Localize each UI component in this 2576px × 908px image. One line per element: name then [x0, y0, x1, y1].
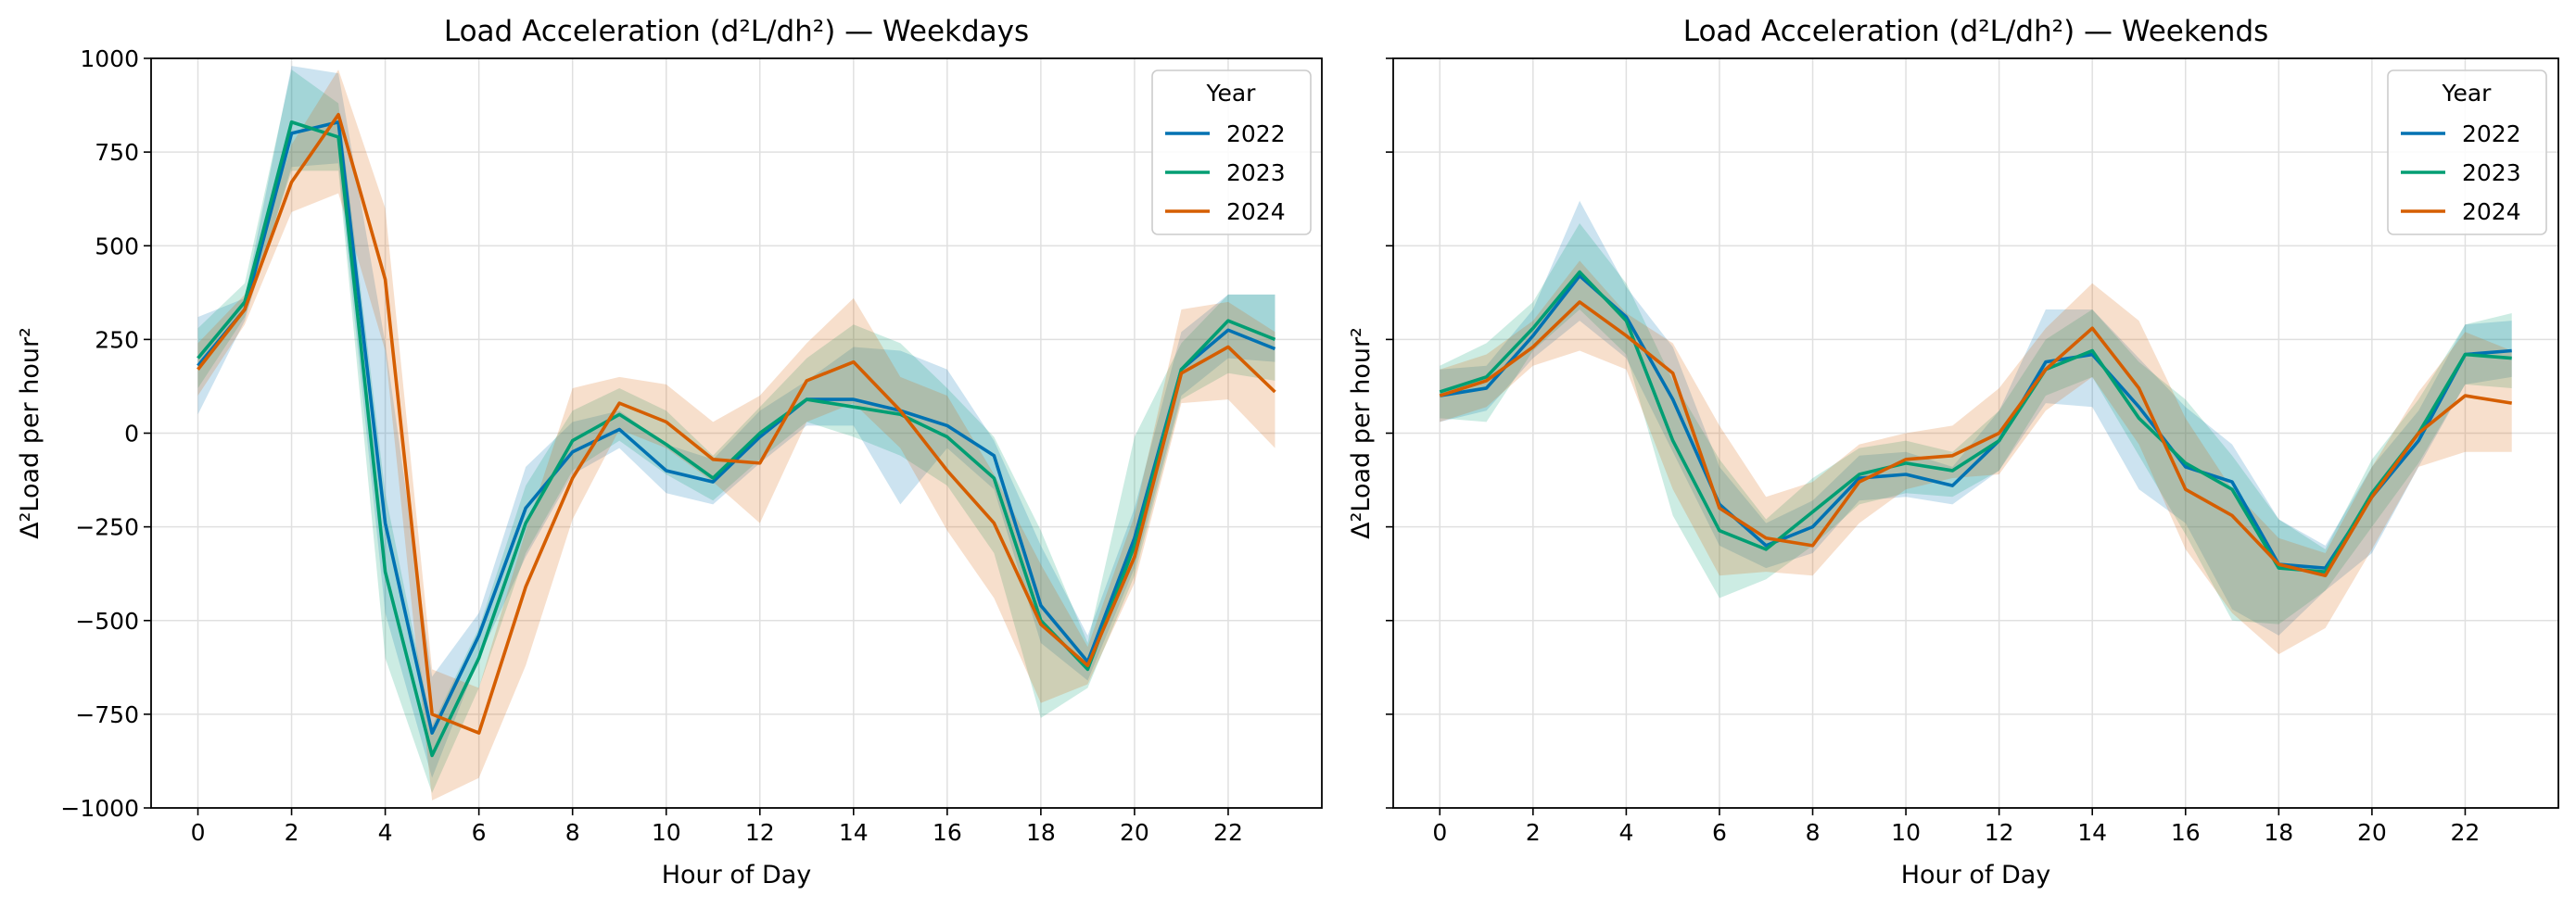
x-tick-label: 14: [839, 819, 869, 846]
y-tick-label: 750: [95, 139, 139, 166]
x-tick-label: 20: [1120, 819, 1149, 846]
series-line-2024: [197, 112, 1276, 735]
legend-label-2024: 2024: [2462, 198, 2521, 225]
series-line-2023: [1439, 270, 2512, 574]
band-2022: [197, 66, 1275, 778]
legend-label-2023: 2023: [1226, 159, 1286, 186]
series-line-2024: [1439, 300, 2513, 578]
legend-label-2024: 2024: [1226, 198, 1286, 225]
x-tick-label: 0: [1432, 819, 1447, 846]
y-tick-label: −250: [75, 514, 139, 541]
x-tick-label: 14: [2077, 819, 2107, 846]
x-tick-label: 4: [378, 819, 393, 846]
y-tick-label: −1000: [60, 795, 139, 822]
y-tick-label: 1000: [80, 45, 139, 72]
legend-box: [1151, 69, 1312, 235]
x-tick-label: 20: [2357, 819, 2387, 846]
legend-label-2022: 2022: [1226, 120, 1286, 147]
legend: Year 2022 2023 2024: [2387, 69, 2547, 235]
series-line-2022: [197, 120, 1276, 735]
x-tick-label: 0: [191, 819, 206, 846]
legend-label-2022: 2022: [2462, 120, 2521, 147]
band-2023: [1440, 222, 2512, 624]
panel-title: Load Acceleration (d²L/dh²) — Weekdays: [444, 15, 1029, 48]
x-tick-label: 8: [1806, 819, 1821, 846]
x-tick-label: 12: [745, 819, 775, 846]
x-tick-label: 10: [1891, 819, 1921, 846]
y-tick-label: 0: [124, 421, 139, 448]
y-tick-label: 500: [95, 233, 139, 259]
x-tick-label: 16: [933, 819, 962, 846]
panel-title: Load Acceleration (d²L/dh²) — Weekends: [1683, 15, 2269, 48]
x-tick-label: 2: [1526, 819, 1541, 846]
plot-area-frame: [1392, 57, 2559, 809]
x-tick-label: 18: [1026, 819, 1056, 846]
band-2023: [197, 69, 1275, 793]
y-tick-label: 250: [95, 326, 139, 353]
plot-area-frame: [150, 57, 1323, 809]
band-2024: [197, 69, 1275, 801]
legend-label-2023: 2023: [2462, 159, 2521, 186]
legend-title: Year: [2442, 80, 2493, 107]
x-tick-label: 18: [2264, 819, 2293, 846]
x-tick-label: 2: [285, 819, 299, 846]
y-axis-label: Δ²Load per hour²: [1347, 327, 1376, 539]
x-tick-label: 22: [1213, 819, 1243, 846]
x-tick-label: 22: [2451, 819, 2481, 846]
legend: Year 2022 2023 2024: [1151, 69, 1312, 235]
panel-weekends: 0 2 4 6 8 10 12 14 16 18 20 22 Load Acceleration (d…: [1347, 15, 2559, 889]
x-tick-label: 8: [565, 819, 580, 846]
x-tick-label: 6: [1712, 819, 1727, 846]
legend-title: Year: [1206, 80, 1257, 107]
x-tick-label: 6: [472, 819, 487, 846]
panel-weekdays: 0 2 4 6 8 10 12 14 16 18 20 22−1000−750−500−2500250…: [16, 15, 1323, 889]
y-axis-label: Δ²Load per hour²: [16, 327, 44, 539]
x-axis-label: Hour of Day: [662, 861, 812, 889]
legend-box: [2387, 69, 2547, 235]
x-tick-label: 16: [2171, 819, 2201, 846]
x-tick-label: 10: [652, 819, 681, 846]
y-tick-label: −500: [75, 608, 139, 635]
x-tick-label: 12: [1985, 819, 2014, 846]
y-tick-label: −750: [75, 701, 139, 728]
x-tick-label: 4: [1618, 819, 1633, 846]
x-axis-label: Hour of Day: [1901, 861, 2051, 889]
